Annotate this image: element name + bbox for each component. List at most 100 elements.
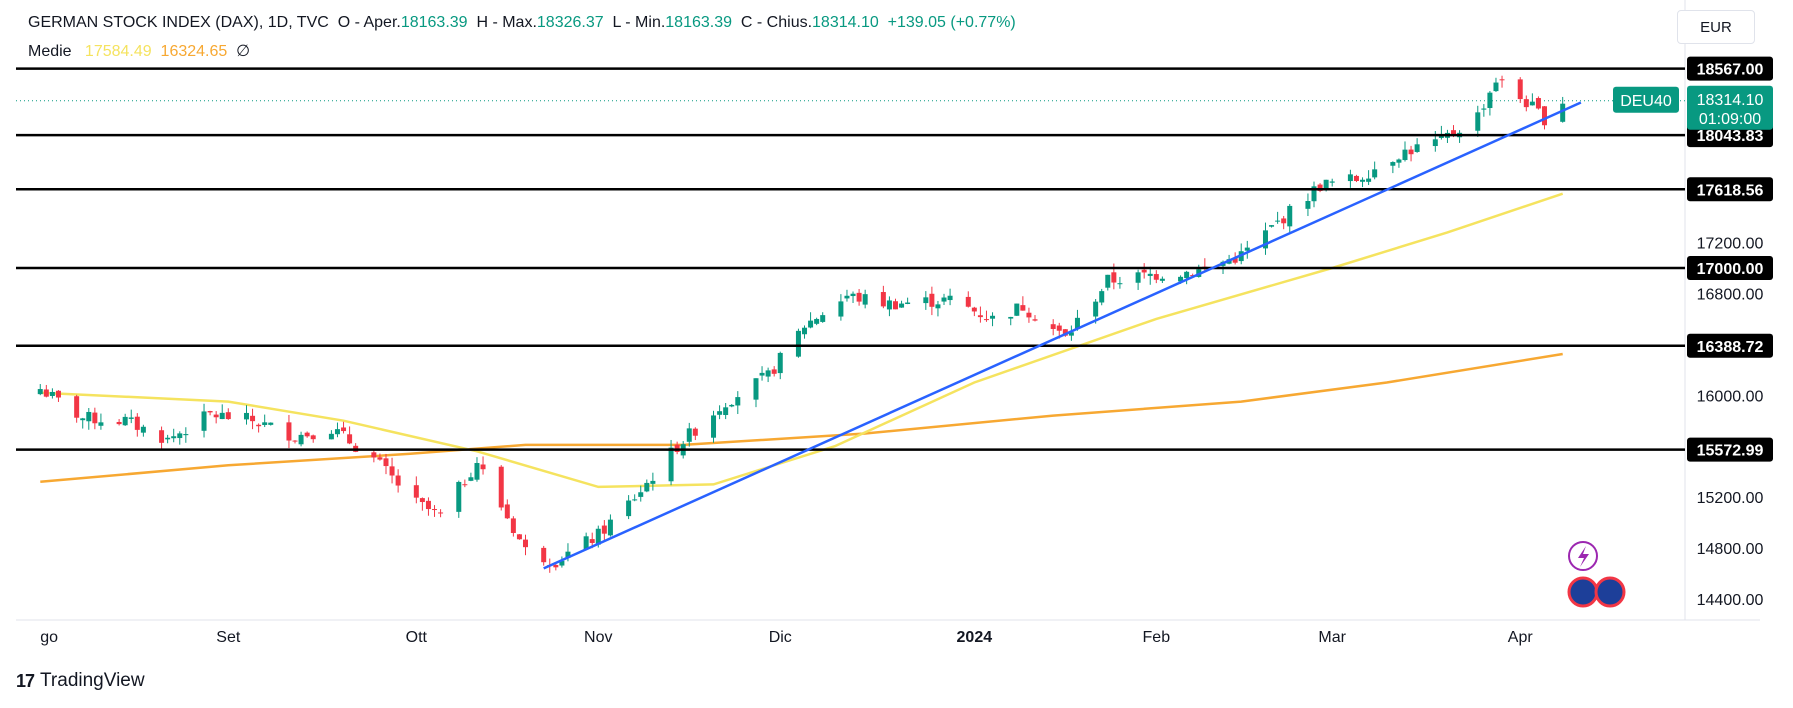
candle-body [1020,305,1026,311]
level-label: 18567.00 [1697,62,1764,79]
candle-body [1275,220,1281,222]
symbol-badge[interactable] [1613,86,1679,113]
candle-body [595,528,601,545]
candle-body [456,481,462,512]
x-tick-label: Feb [1143,629,1171,646]
symbol-header: GERMAN STOCK INDEX (DAX), 1D, TVC O - Ap… [28,14,1016,32]
candle-body [243,412,249,420]
candle-body [1432,139,1438,147]
candle-body [86,411,92,422]
candle-body [140,426,146,433]
close-value: 18314.10 [812,14,879,31]
candle-body [341,427,347,432]
candle-body [729,404,735,407]
eu-flag-event-icon[interactable] [1567,576,1599,608]
candle-body [1523,99,1529,108]
candle-body [1178,276,1184,282]
candle-body [692,428,698,436]
open-value: 18163.39 [400,14,468,31]
candle-body [1347,174,1353,182]
candle-body [1366,178,1372,182]
moving-average-legend[interactable]: Medie 17584.49 16324.65 ∅ [28,41,250,61]
candle-body [844,295,850,299]
candle-body [856,292,862,302]
candle-body [1056,325,1062,331]
candle-body [468,477,474,481]
candle-body [607,519,613,536]
candle-body [383,458,389,467]
candle-body [43,389,49,397]
candle-body [541,547,547,563]
candle-body [207,411,213,413]
candle-body [983,319,989,321]
x-tick-label: Nov [584,629,612,646]
candle-body [256,424,262,427]
candle-body [765,370,771,377]
y-tick-label: 16800.00 [1697,286,1764,303]
candle-body [432,509,438,511]
candle-body [134,416,140,430]
ma-fast-line [40,192,1564,489]
candle-body [1390,162,1396,166]
candle-body [668,447,674,482]
candle-body [419,498,425,503]
candle-body [262,422,268,425]
candle-body [559,560,565,566]
candle-body [1244,247,1250,251]
candle-body [1487,92,1493,109]
candle-body [1099,291,1105,303]
candle-body [583,536,589,550]
trend-line[interactable] [543,101,1582,570]
candle-body [1560,103,1566,122]
candle-body [1541,106,1547,126]
candle-body [1074,317,1080,329]
candle-body [1262,230,1268,249]
candle-body [1269,225,1275,227]
candle-body [92,412,98,424]
candle-body [759,372,765,376]
x-tick-label: Ott [406,629,428,646]
candle-body [504,504,510,519]
ma-slow-value: 16324.65 [160,43,228,60]
candle-body [377,457,383,460]
candle-body [795,330,801,357]
x-tick-label: go [40,629,58,646]
candle-body [425,500,431,510]
candle-body [1232,258,1238,263]
candle-body [565,551,571,558]
candle-body [638,492,644,497]
candle-body [1408,149,1414,155]
candle-body [122,416,128,426]
candle-body [1451,130,1457,135]
level-label: 17618.56 [1697,182,1764,199]
candle-body [80,418,86,421]
x-tick-label: Mar [1318,629,1346,646]
candle-body [850,293,856,297]
x-tick-label: Dic [769,629,792,646]
candle-body [1287,205,1293,227]
candle-body [55,390,61,398]
eu-flag-event-icon[interactable] [1594,576,1626,608]
candle-body [1141,269,1147,273]
candle-body [474,463,480,480]
candle-body [808,320,814,328]
currency-button[interactable]: EUR [1677,10,1755,44]
ma-extra: ∅ [236,43,251,60]
high-label: H - Max. [476,14,537,31]
change-value: +139.05 (+0.77%) [887,14,1016,31]
candle-body [990,315,996,319]
candle-body [1153,274,1159,280]
candle-body [225,412,231,420]
candle-body [462,484,468,486]
candle-body [589,539,595,543]
candle-body [1014,303,1020,316]
candle-body [892,301,898,310]
candle-body [977,315,983,318]
candle-body [644,482,650,492]
candle-body [777,352,783,374]
candle-body [128,417,134,419]
symbol-title: GERMAN STOCK INDEX (DAX), 1D, TVC [28,14,329,31]
candle-body [516,534,522,540]
tradingview-logo[interactable]: 17 TradingView [16,670,145,692]
